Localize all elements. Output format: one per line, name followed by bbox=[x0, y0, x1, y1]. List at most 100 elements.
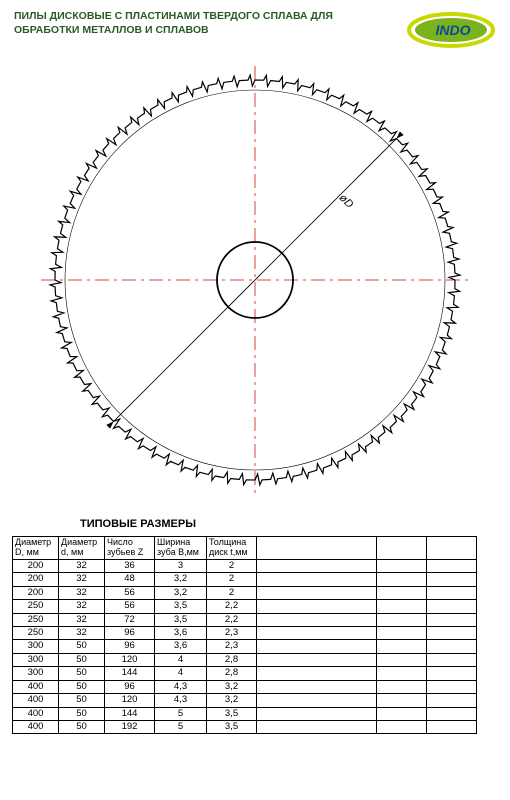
table-cell: 250 bbox=[13, 613, 59, 626]
table-cell: 300 bbox=[13, 667, 59, 680]
table-cell: 250 bbox=[13, 600, 59, 613]
table-cell: 4,3 bbox=[155, 694, 207, 707]
table-cell: 32 bbox=[59, 559, 105, 572]
table-cell: 3,5 bbox=[155, 600, 207, 613]
table-row: 20032483,22 bbox=[13, 573, 477, 586]
table-cell bbox=[427, 721, 477, 734]
col-header: Числозубьев Z bbox=[105, 537, 155, 560]
table-cell: 56 bbox=[105, 600, 155, 613]
dimensions-table: ДиаметрD, ммДиаметрd, ммЧислозубьев ZШир… bbox=[12, 536, 477, 734]
table-row: 40050964,33,2 bbox=[13, 680, 477, 693]
table-cell: 400 bbox=[13, 680, 59, 693]
table-cell bbox=[427, 573, 477, 586]
table-cell: 2,2 bbox=[207, 600, 257, 613]
table-cell: 3,2 bbox=[207, 694, 257, 707]
table-cell bbox=[427, 653, 477, 666]
table-cell bbox=[257, 653, 377, 666]
table-cell: 96 bbox=[105, 680, 155, 693]
table-cell: 5 bbox=[155, 721, 207, 734]
table-cell bbox=[427, 667, 477, 680]
table-cell: 4 bbox=[155, 667, 207, 680]
table-cell bbox=[257, 680, 377, 693]
table-row: 4005019253,5 bbox=[13, 721, 477, 734]
table-cell: 3,6 bbox=[155, 640, 207, 653]
table-cell: 120 bbox=[105, 694, 155, 707]
table-cell bbox=[257, 626, 377, 639]
table-cell bbox=[257, 573, 377, 586]
table-cell bbox=[257, 721, 377, 734]
table-cell bbox=[257, 640, 377, 653]
table-cell: 2 bbox=[207, 559, 257, 572]
col-header bbox=[257, 537, 377, 560]
col-header: Толщинадиск t,мм bbox=[207, 537, 257, 560]
table-cell: 300 bbox=[13, 640, 59, 653]
table-cell: 4 bbox=[155, 653, 207, 666]
table-cell bbox=[257, 707, 377, 720]
table-cell: 250 bbox=[13, 626, 59, 639]
table-cell bbox=[377, 600, 427, 613]
table-cell bbox=[377, 707, 427, 720]
table-cell: 56 bbox=[105, 586, 155, 599]
table-cell: 200 bbox=[13, 573, 59, 586]
table-cell: 400 bbox=[13, 694, 59, 707]
table-cell bbox=[377, 653, 427, 666]
table-cell bbox=[427, 640, 477, 653]
table-row: 400501204,33,2 bbox=[13, 694, 477, 707]
table-cell: 50 bbox=[59, 694, 105, 707]
table-cell bbox=[427, 613, 477, 626]
svg-text:INDO: INDO bbox=[436, 22, 471, 38]
table-row: 30050963,62,3 bbox=[13, 640, 477, 653]
table-cell bbox=[427, 559, 477, 572]
col-header bbox=[427, 537, 477, 560]
table-cell: 3,5 bbox=[207, 707, 257, 720]
table-cell bbox=[257, 694, 377, 707]
table-cell: 32 bbox=[59, 613, 105, 626]
table-body: 20032363220032483,2220032563,2225032563,… bbox=[13, 559, 477, 734]
table-cell: 96 bbox=[105, 626, 155, 639]
table-cell bbox=[377, 694, 427, 707]
table-cell bbox=[377, 559, 427, 572]
table-cell: 3,2 bbox=[155, 573, 207, 586]
col-header: ДиаметрD, мм bbox=[13, 537, 59, 560]
table-header-row: ДиаметрD, ммДиаметрd, ммЧислозубьев ZШир… bbox=[13, 537, 477, 560]
table-cell bbox=[427, 680, 477, 693]
table-cell: 200 bbox=[13, 559, 59, 572]
table-cell bbox=[427, 694, 477, 707]
table-cell: 96 bbox=[105, 640, 155, 653]
table-cell bbox=[377, 573, 427, 586]
col-header bbox=[377, 537, 427, 560]
table-row: 25032563,52,2 bbox=[13, 600, 477, 613]
table-cell: 32 bbox=[59, 600, 105, 613]
table-cell: 32 bbox=[59, 586, 105, 599]
table-cell bbox=[257, 600, 377, 613]
table-cell: 3,6 bbox=[155, 626, 207, 639]
table-cell bbox=[257, 613, 377, 626]
table-cell bbox=[257, 667, 377, 680]
table-cell: 4,3 bbox=[155, 680, 207, 693]
table-title: ТИПОВЫЕ РАЗМЕРЫ bbox=[80, 518, 510, 530]
table-cell bbox=[377, 680, 427, 693]
table-cell bbox=[257, 559, 377, 572]
table-cell: 2,3 bbox=[207, 640, 257, 653]
table-row: 3005014442,8 bbox=[13, 667, 477, 680]
col-header: Диаметрd, мм bbox=[59, 537, 105, 560]
table-cell: 3,5 bbox=[155, 613, 207, 626]
table-cell: 48 bbox=[105, 573, 155, 586]
table-cell: 50 bbox=[59, 721, 105, 734]
table-cell: 3,2 bbox=[155, 586, 207, 599]
table-cell bbox=[377, 613, 427, 626]
table-cell: 50 bbox=[59, 640, 105, 653]
table-cell: 50 bbox=[59, 680, 105, 693]
svg-text:øD: øD bbox=[337, 192, 356, 211]
table-cell: 3,2 bbox=[207, 680, 257, 693]
title-line1: ПИЛЫ ДИСКОВЫЕ С ПЛАСТИНАМИ ТВЕРДОГО СПЛА… bbox=[14, 10, 333, 22]
table-cell: 32 bbox=[59, 573, 105, 586]
table-cell bbox=[377, 586, 427, 599]
table-cell: 32 bbox=[59, 626, 105, 639]
table-cell: 2,8 bbox=[207, 653, 257, 666]
table-cell bbox=[427, 586, 477, 599]
table-cell: 2 bbox=[207, 573, 257, 586]
table-cell: 144 bbox=[105, 707, 155, 720]
table-cell bbox=[377, 626, 427, 639]
table-cell: 400 bbox=[13, 707, 59, 720]
